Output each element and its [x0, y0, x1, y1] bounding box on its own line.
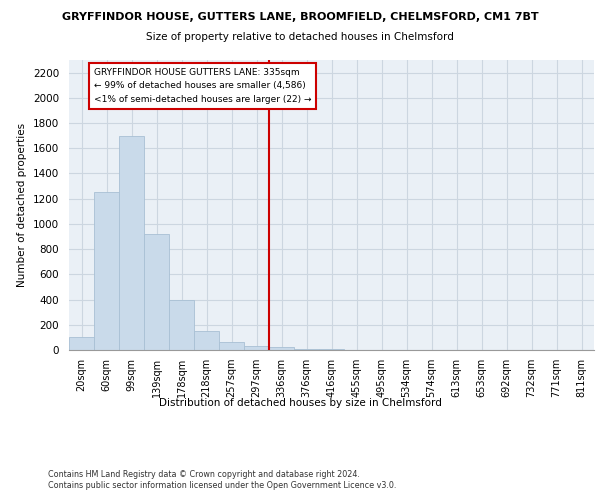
Bar	[294, 349, 319, 350]
Text: GRYFFINDOR HOUSE GUTTERS LANE: 335sqm
← 99% of detached houses are smaller (4,58: GRYFFINDOR HOUSE GUTTERS LANE: 335sqm ← …	[94, 68, 311, 104]
Text: GRYFFINDOR HOUSE, GUTTERS LANE, BROOMFIELD, CHELMSFORD, CM1 7BT: GRYFFINDOR HOUSE, GUTTERS LANE, BROOMFIE…	[62, 12, 538, 22]
Bar	[219, 342, 244, 350]
Bar	[94, 192, 119, 350]
Bar	[269, 348, 294, 350]
Bar	[69, 338, 94, 350]
Text: Distribution of detached houses by size in Chelmsford: Distribution of detached houses by size …	[158, 398, 442, 407]
Bar	[244, 346, 269, 350]
Bar	[169, 300, 194, 350]
Text: Contains public sector information licensed under the Open Government Licence v3: Contains public sector information licen…	[48, 481, 397, 490]
Bar	[144, 234, 169, 350]
Text: Contains HM Land Registry data © Crown copyright and database right 2024.: Contains HM Land Registry data © Crown c…	[48, 470, 360, 479]
Y-axis label: Number of detached properties: Number of detached properties	[17, 123, 28, 287]
Bar	[194, 331, 219, 350]
Bar	[119, 136, 144, 350]
Text: Size of property relative to detached houses in Chelmsford: Size of property relative to detached ho…	[146, 32, 454, 42]
